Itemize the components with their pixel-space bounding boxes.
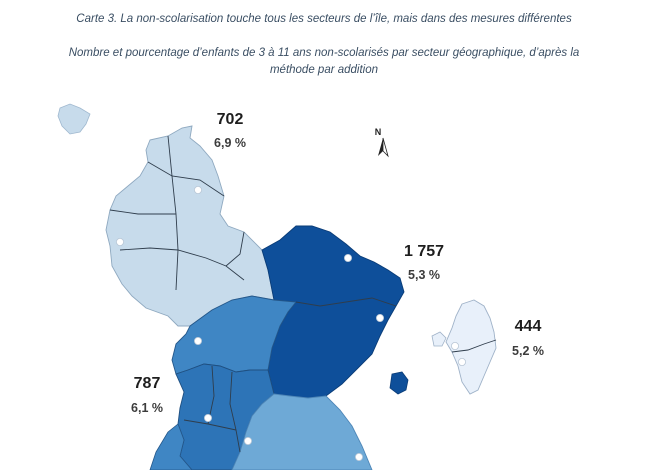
sector-northeast-islet bbox=[389, 371, 409, 395]
sector-label-north: 702 6,9 % bbox=[214, 111, 246, 150]
sector-label-northeast: 1 757 5,3 % bbox=[404, 243, 444, 282]
sector-petite-terre-count: 444 bbox=[515, 318, 542, 335]
sector-north-percent: 6,9 % bbox=[214, 136, 246, 150]
village-marker bbox=[116, 237, 125, 246]
village-marker bbox=[354, 452, 363, 461]
sector-petite-terre-islet bbox=[431, 331, 447, 347]
sector-northeast-count: 1 757 bbox=[404, 243, 444, 260]
sector-west-count: 787 bbox=[134, 375, 161, 392]
map-caption-title: Carte 3. La non-scolarisation touche tou… bbox=[76, 13, 572, 25]
village-marker bbox=[343, 253, 352, 262]
village-marker bbox=[243, 436, 252, 445]
village-marker bbox=[193, 336, 202, 345]
village-markers bbox=[116, 185, 466, 461]
sector-north bbox=[105, 125, 275, 327]
north-arrow-icon: N bbox=[375, 127, 389, 158]
sector-petite-terre bbox=[445, 299, 497, 395]
village-marker bbox=[450, 341, 459, 350]
sector-northeast-percent: 5,3 % bbox=[408, 268, 440, 282]
sector-southwest-coast bbox=[149, 423, 193, 470]
north-arrow-letter: N bbox=[375, 127, 382, 137]
commune-borders bbox=[109, 135, 497, 453]
sector-north-count: 702 bbox=[217, 111, 244, 128]
sector-southeast bbox=[231, 393, 373, 470]
village-marker bbox=[375, 313, 384, 322]
sector-west-percent: 6,1 % bbox=[131, 401, 163, 415]
sector-north-islet bbox=[57, 103, 91, 135]
sector-petite-terre-percent: 5,2 % bbox=[512, 344, 544, 358]
village-marker bbox=[193, 185, 202, 194]
map-caption-subtitle-line1: Nombre et pourcentage d’enfants de 3 à 1… bbox=[68, 47, 580, 59]
village-marker bbox=[457, 357, 466, 366]
sector-label-petite-terre: 444 5,2 % bbox=[512, 318, 544, 358]
map-caption-subtitle-line2: méthode par addition bbox=[269, 64, 379, 76]
sector-label-west: 787 6,1 % bbox=[131, 375, 163, 415]
village-marker bbox=[203, 413, 212, 422]
